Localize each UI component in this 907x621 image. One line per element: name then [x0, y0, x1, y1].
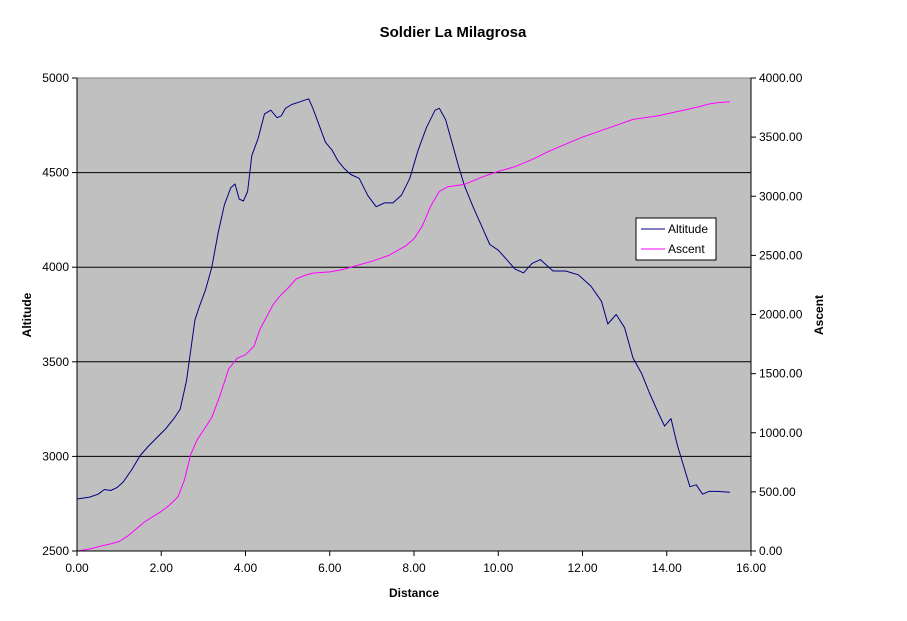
y-left-tick-label: 3500 [42, 355, 69, 369]
legend: Altitude Ascent [635, 217, 717, 261]
y-left-tick-label: 4500 [42, 166, 69, 180]
y-right-axis-title: Ascent [812, 295, 826, 335]
x-tick-label: 2.00 [150, 561, 174, 575]
y-left-axis-title: Altitude [20, 292, 34, 337]
x-tick-label: 10.00 [483, 561, 513, 575]
x-tick-label: 6.00 [318, 561, 342, 575]
legend-label-altitude: Altitude [668, 222, 708, 236]
y-right-tick-label: 1000.00 [759, 426, 803, 440]
x-tick-label: 0.00 [65, 561, 89, 575]
x-tick-label: 14.00 [652, 561, 682, 575]
y-right-tick-label: 2500.00 [759, 248, 803, 262]
y-right-tick-label: 3500.00 [759, 130, 803, 144]
y-left-tick-label: 2500 [42, 544, 69, 558]
plot-area [76, 77, 752, 552]
series-layer [76, 98, 730, 552]
x-tick-label: 12.00 [567, 561, 597, 575]
y-right-tick-label: 0.00 [759, 544, 783, 558]
y-right-tick-label: 2000.00 [759, 308, 803, 322]
x-tick-label: 4.00 [234, 561, 258, 575]
y-left-tick-label: 3000 [42, 449, 69, 463]
x-axis-title: Distance [389, 586, 439, 600]
x-tick-label: 8.00 [402, 561, 426, 575]
legend-box [635, 217, 717, 261]
y-left-tick-label: 5000 [42, 71, 69, 85]
chart-title: Soldier La Milagrosa [380, 24, 527, 41]
legend-label-ascent: Ascent [668, 242, 705, 256]
y-right-tick-label: 1500.00 [759, 367, 803, 381]
y-left-tick-label: 4000 [42, 260, 69, 274]
y-right-tick-label: 500.00 [759, 485, 796, 499]
x-tick-label: 16.00 [736, 561, 766, 575]
series-line-altitude [76, 98, 730, 500]
series-line-ascent [76, 101, 730, 552]
y-right-tick-label: 4000.00 [759, 71, 803, 85]
axes: 0.00 2.00 4.00 6.00 8.00 10.00 12.00 14.00 16.00… [42, 71, 802, 575]
y-right-tick-label: 3000.00 [759, 189, 803, 203]
